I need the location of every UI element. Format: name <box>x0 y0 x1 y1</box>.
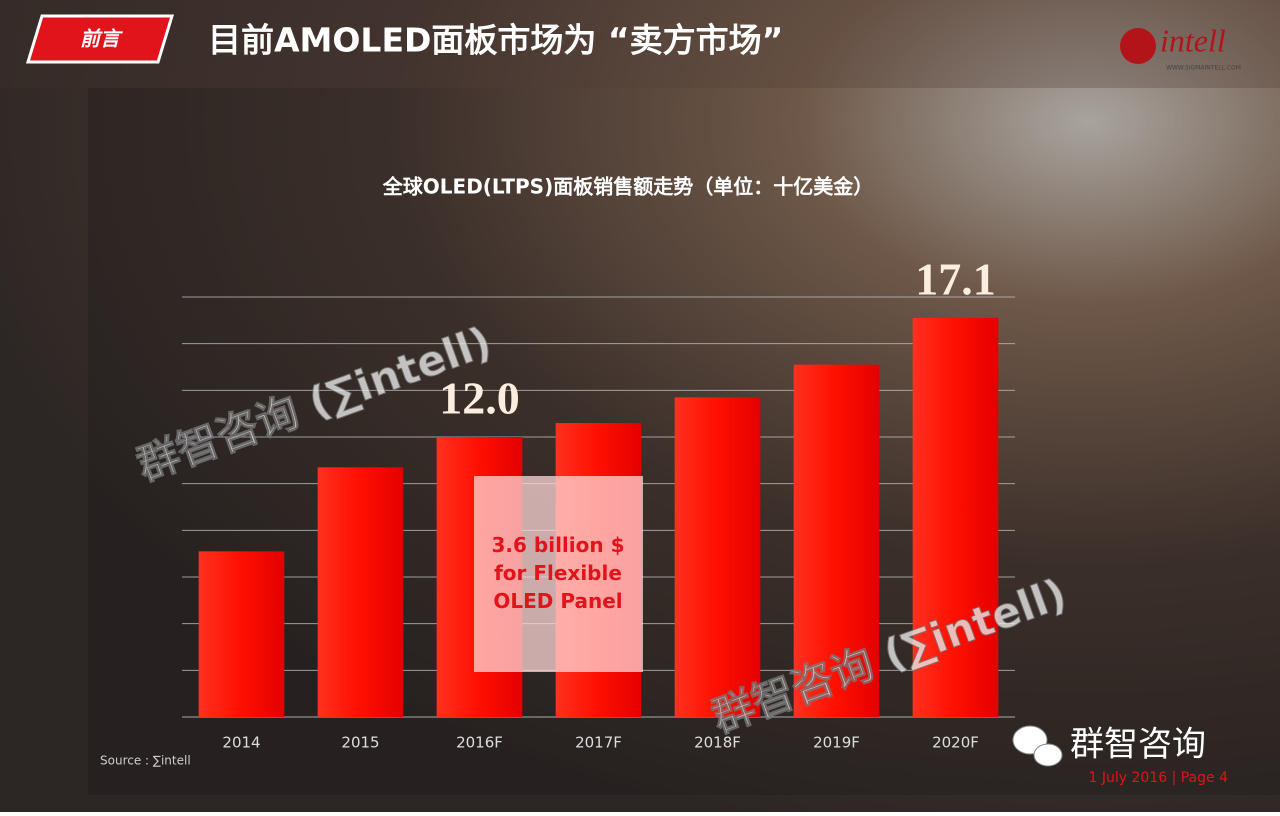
brand: 群智咨询 <box>1070 725 1206 765</box>
tag-box <box>25 14 175 64</box>
header-title: 目前AMOLED面板市场为 “卖方市场” <box>208 21 783 60</box>
x-tick-label: 2018F <box>694 734 741 752</box>
footer-date: 1 July 2016 | Page 4 <box>1089 770 1229 786</box>
bar <box>674 397 761 717</box>
header-band <box>0 0 1280 88</box>
source: Source : ∑intell <box>100 754 191 768</box>
annotation-line: for Flexible <box>494 561 622 585</box>
annotation-line: OLED Panel <box>493 589 622 613</box>
value-label: 12.0 <box>439 373 520 424</box>
x-tick-label: 2014 <box>222 734 260 752</box>
logo-mark <box>1120 28 1156 64</box>
bar <box>912 318 999 717</box>
value-label: 17.1 <box>915 254 996 305</box>
chart-title: 全球OLED(LTPS)面板销售额走势（单位：十亿美金） <box>382 175 873 199</box>
x-tick-label: 2015 <box>341 734 379 752</box>
annotation-box <box>474 476 643 672</box>
x-tick-label: 2016F <box>456 734 503 752</box>
bar <box>793 364 880 717</box>
logo: intell <box>1160 22 1226 58</box>
x-tick-label: 2019F <box>813 734 860 752</box>
wechat-icon <box>1033 743 1063 767</box>
header-tag: 前言 <box>80 27 123 51</box>
annotation-line: 3.6 billion $ <box>492 533 625 557</box>
x-tick-label: 2020F <box>932 734 979 752</box>
annotation: 3.6 billion $ for Flexible OLED Panel <box>492 533 625 613</box>
logo-url: WWW.SIGMAINTELL.COM <box>1166 65 1241 72</box>
bar <box>317 467 404 717</box>
bar <box>198 551 285 717</box>
x-tick-label: 2017F <box>575 734 622 752</box>
